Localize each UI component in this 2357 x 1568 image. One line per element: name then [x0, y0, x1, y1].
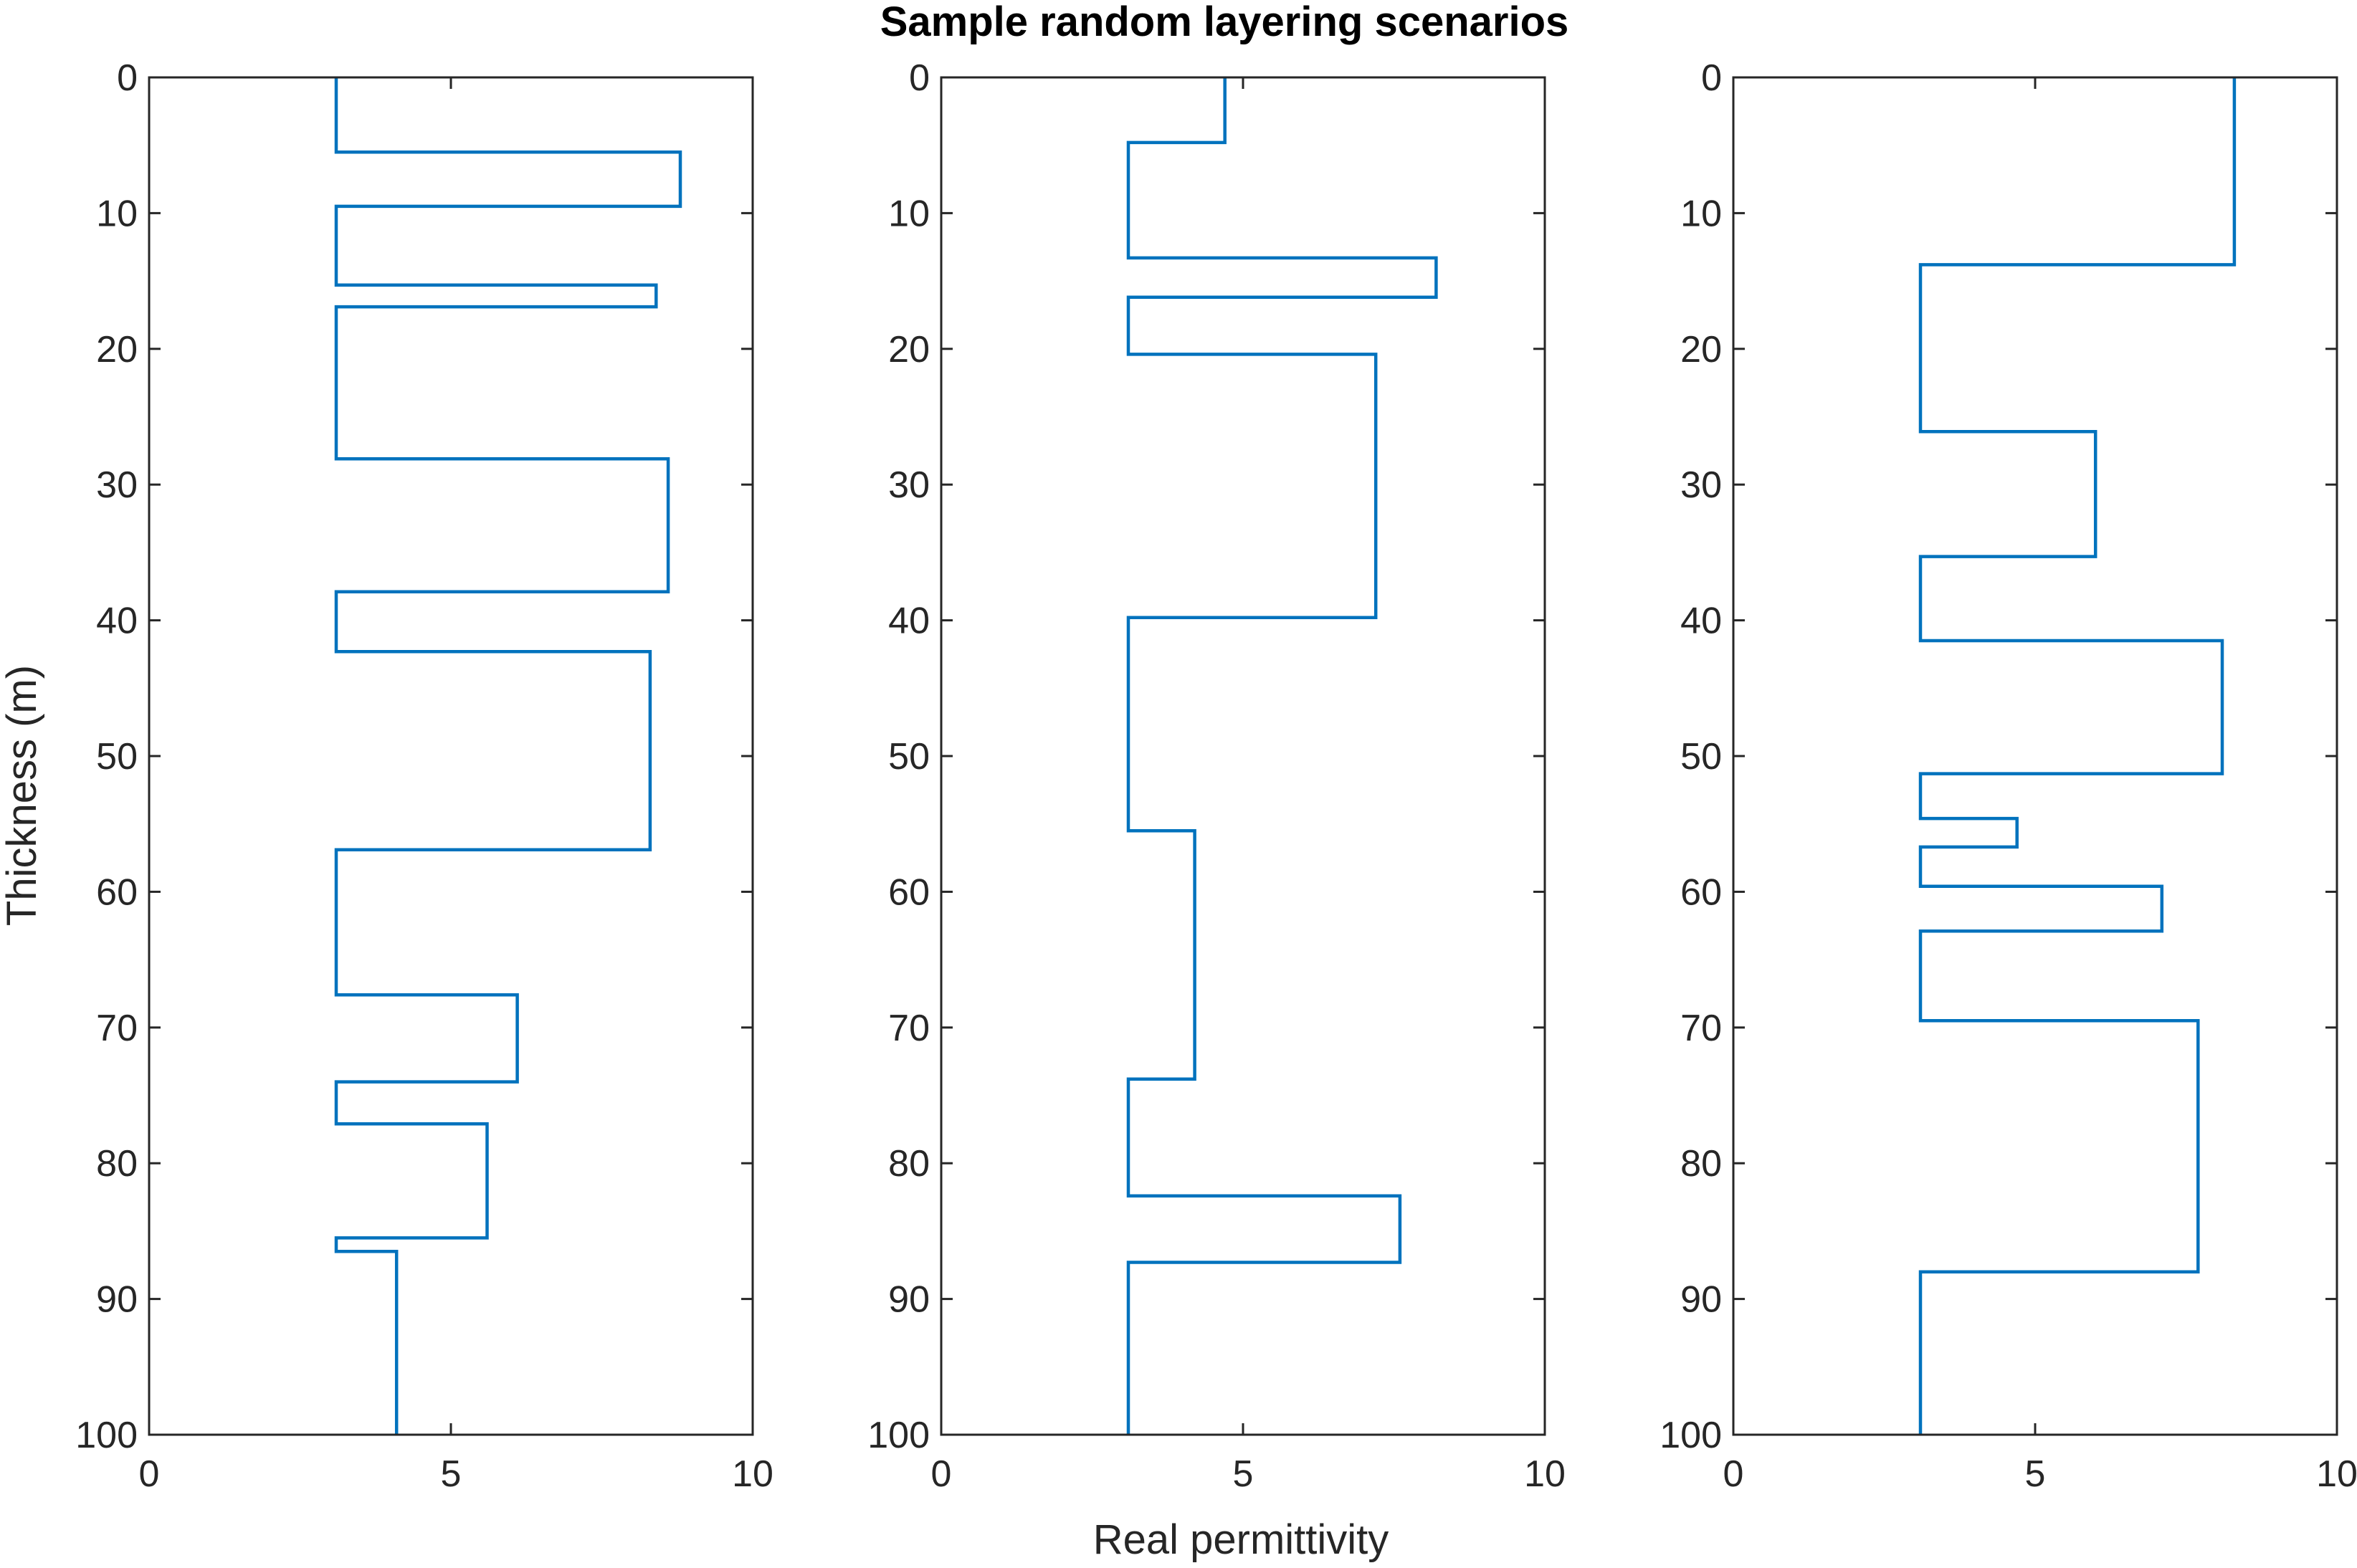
y-tick-label: 30: [96, 464, 138, 506]
y-tick-label: 70: [96, 1008, 138, 1049]
y-tick-label: 100: [1660, 1415, 1722, 1456]
y-tick-label: 40: [1680, 601, 1722, 642]
y-tick-label: 50: [1680, 736, 1722, 778]
y-tick-label: 20: [96, 329, 138, 371]
y-tick-label: 30: [1680, 464, 1722, 506]
y-tick-label: 10: [888, 193, 930, 234]
y-tick-label: 20: [1680, 329, 1722, 371]
series-line-2: [1126, 77, 1438, 1435]
x-tick-label: 5: [1233, 1453, 1254, 1495]
y-tick-label: 40: [96, 601, 138, 642]
y-tick-label: 100: [75, 1415, 138, 1456]
y-tick-label: 90: [1680, 1279, 1722, 1321]
y-tick-label: 50: [888, 736, 930, 778]
series-line-1: [334, 77, 682, 1435]
y-tick-label: 70: [1680, 1008, 1722, 1049]
figure-title: Sample random layering scenarios: [880, 0, 1569, 45]
y-tick-label: 30: [888, 464, 930, 506]
x-tick-label: 5: [441, 1453, 462, 1495]
y-tick-label: 100: [867, 1415, 930, 1456]
y-tick-label: 90: [96, 1279, 138, 1321]
y-tick-label: 50: [96, 736, 138, 778]
y-tick-label: 90: [888, 1279, 930, 1321]
y-tick-label: 0: [909, 57, 930, 99]
x-tick-label: 0: [931, 1453, 952, 1495]
x-tick-label: 0: [139, 1453, 160, 1495]
y-tick-label: 10: [96, 193, 138, 234]
y-tick-label: 80: [96, 1143, 138, 1185]
y-tick-label: 10: [1680, 193, 1722, 234]
series-line-3: [1918, 77, 2237, 1435]
y-tick-label: 60: [96, 871, 138, 913]
y-axis-label: Thickness (m): [0, 665, 45, 926]
y-tick-label: 0: [1701, 57, 1722, 99]
x-axis-label: Real permittivity: [1093, 1516, 1389, 1563]
y-tick-label: 80: [888, 1143, 930, 1185]
y-tick-label: 20: [888, 329, 930, 371]
x-tick-label: 10: [732, 1453, 773, 1495]
x-tick-label: 10: [2316, 1453, 2357, 1495]
y-tick-label: 70: [888, 1008, 930, 1049]
x-tick-label: 10: [1524, 1453, 1566, 1495]
y-tick-label: 60: [1680, 871, 1722, 913]
x-tick-label: 0: [1723, 1453, 1744, 1495]
x-tick-label: 5: [2025, 1453, 2046, 1495]
y-tick-label: 60: [888, 871, 930, 913]
y-tick-label: 80: [1680, 1143, 1722, 1185]
y-tick-label: 40: [888, 601, 930, 642]
y-tick-label: 0: [117, 57, 138, 99]
